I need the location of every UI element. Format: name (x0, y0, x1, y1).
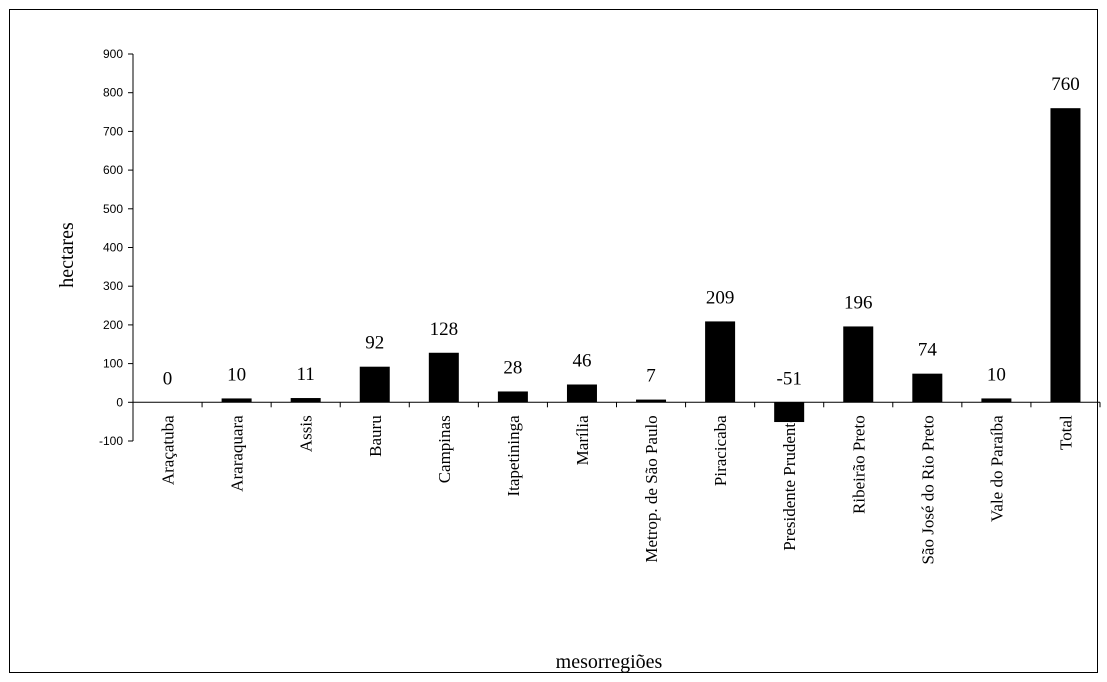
y-tick-label: 800 (103, 86, 123, 100)
bar (912, 373, 943, 403)
data-label: 0 (163, 368, 173, 389)
y-tick-label: -100 (99, 434, 123, 448)
y-tick-label: 900 (103, 47, 123, 61)
x-tick-label: Presidente Prudente (780, 415, 799, 551)
x-tick-label: Marília (573, 415, 592, 465)
data-label: 10 (227, 364, 246, 385)
bar (1050, 108, 1081, 403)
x-tick-label: Vale do Paraíba (987, 415, 1006, 522)
bar (221, 398, 252, 403)
bar (843, 326, 874, 403)
data-label: -51 (777, 368, 802, 389)
bar (359, 366, 390, 403)
bar (566, 384, 597, 403)
y-tick-label: 300 (103, 279, 123, 293)
data-label: 74 (918, 340, 938, 361)
x-tick-label: Bauru (366, 415, 385, 457)
data-label: 92 (365, 333, 384, 354)
y-tick-label: 500 (103, 202, 123, 216)
data-label: 128 (430, 319, 459, 340)
x-tick-label: Assis (297, 415, 316, 452)
data-label: 760 (1051, 74, 1080, 95)
x-tick-label: Araraquara (228, 415, 247, 492)
bar (497, 391, 528, 403)
y-tick-label: 400 (103, 241, 123, 255)
y-tick-label: 700 (103, 124, 123, 138)
x-tick-label: Araçatuba (159, 415, 178, 485)
y-tick-label: 200 (103, 318, 123, 332)
y-axis-title: hectares (56, 222, 78, 288)
data-label: 209 (706, 287, 735, 308)
data-label: 196 (844, 292, 873, 313)
y-tick-label: 100 (103, 357, 123, 371)
y-tick-label: 600 (103, 163, 123, 177)
data-label: 10 (987, 364, 1006, 385)
bar (774, 402, 805, 423)
x-axis-title: mesorregiões (556, 651, 663, 673)
data-label: 11 (297, 364, 315, 385)
x-tick-label: Metrop. de São Paulo (642, 415, 661, 562)
x-tick-label: Total (1056, 415, 1075, 450)
bar (290, 398, 321, 403)
data-label: 28 (503, 357, 522, 378)
bar (428, 352, 459, 403)
bar (981, 398, 1012, 403)
x-tick-label: Piracicaba (711, 415, 730, 486)
bar (636, 399, 667, 403)
x-tick-label: São José do Rio Preto (918, 415, 937, 564)
chart-frame (9, 9, 1098, 673)
x-tick-label: Campinas (435, 415, 454, 483)
x-tick-label: Ribeirão Preto (849, 415, 868, 514)
y-tick-label: 0 (116, 395, 123, 409)
data-label: 7 (646, 366, 656, 387)
data-label: 46 (572, 350, 591, 371)
bar (705, 321, 736, 403)
x-tick-label: Itapetininga (504, 415, 523, 497)
